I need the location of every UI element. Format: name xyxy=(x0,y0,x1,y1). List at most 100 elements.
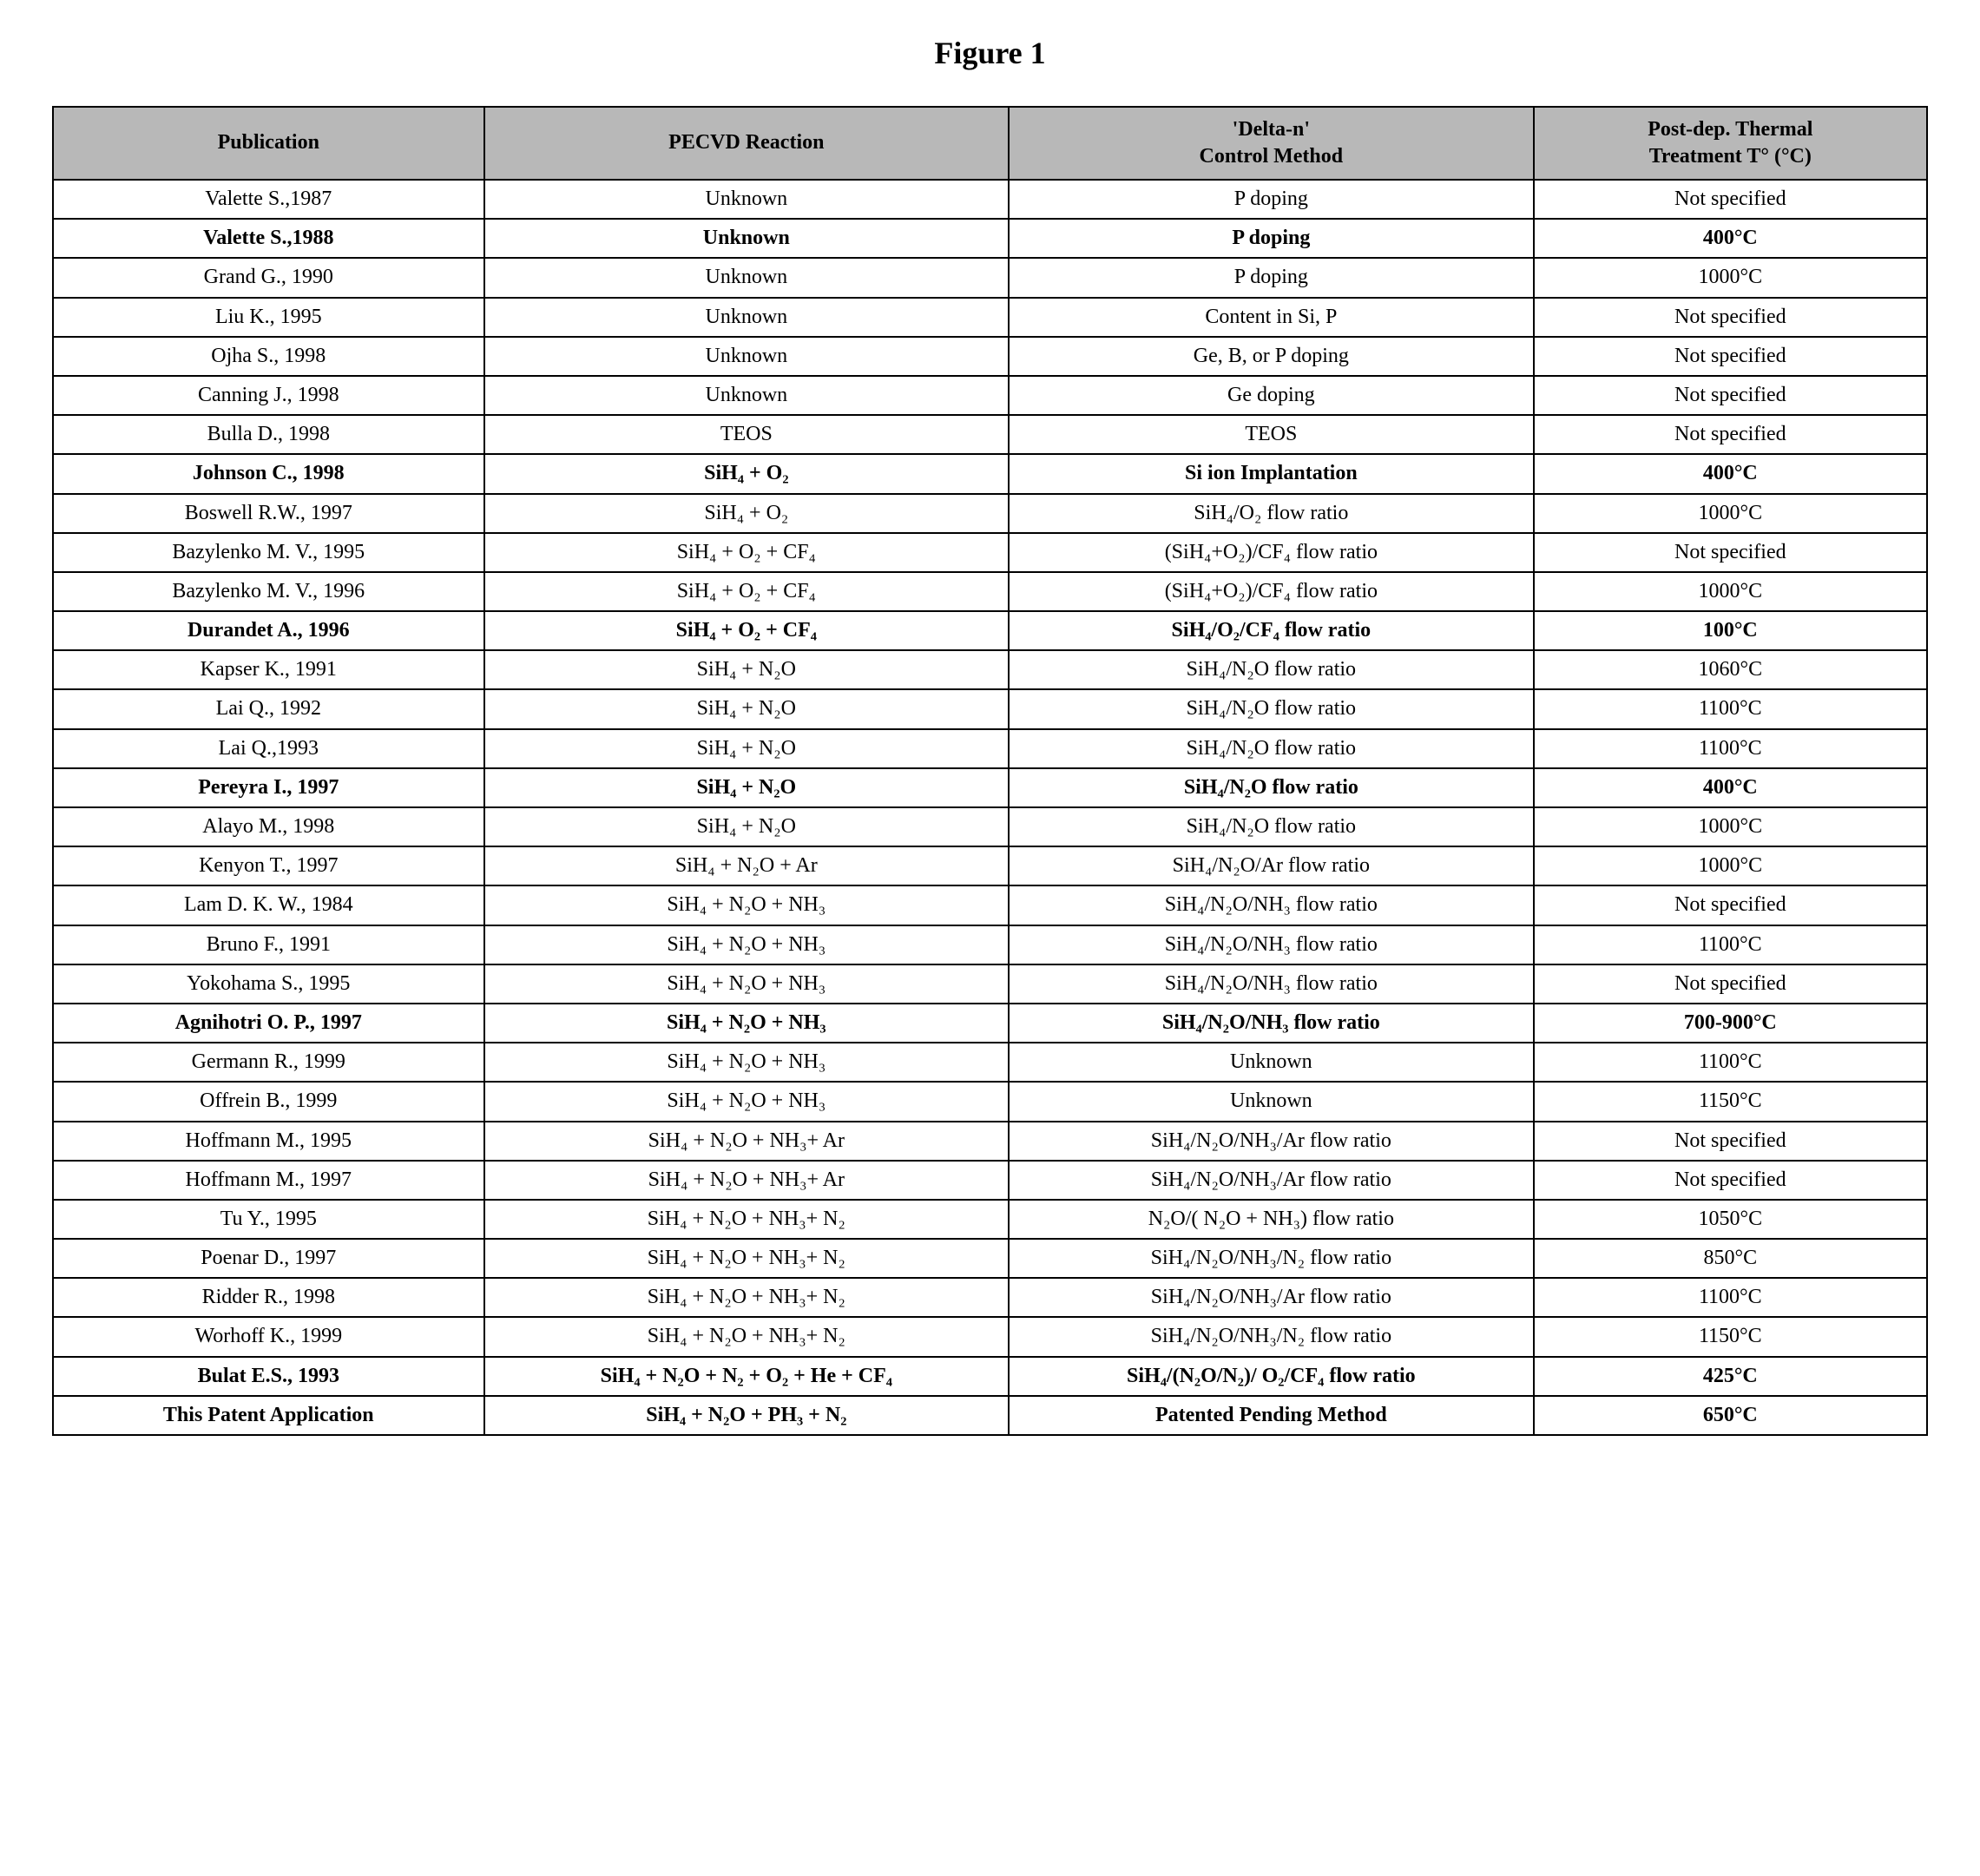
table-row: Bulat E.S., 1993SiH₄ + N₂O + N₂ + O₂ + H… xyxy=(53,1357,1927,1396)
table-cell: SiH₄ + N₂O + NH₃+ N₂ xyxy=(484,1239,1010,1278)
table-cell: N₂O/( N₂O + NH₃) flow ratio xyxy=(1009,1200,1534,1239)
table-cell: Canning J., 1998 xyxy=(53,376,484,415)
table-cell: SiH₄ + N₂O + NH₃ xyxy=(484,1043,1010,1082)
table-cell: Bazylenko M. V., 1996 xyxy=(53,572,484,611)
table-row: Pereyra I., 1997SiH₄ + N₂OSiH₄/N₂O flow … xyxy=(53,768,1927,807)
table-cell: SiH₄ + O₂ xyxy=(484,454,1010,493)
table-cell: Germann R., 1999 xyxy=(53,1043,484,1082)
table-cell: 1100°C xyxy=(1534,1278,1927,1317)
table-row: Durandet A., 1996SiH₄ + O₂ + CF₄SiH₄/O₂/… xyxy=(53,611,1927,650)
table-cell: Bulla D., 1998 xyxy=(53,415,484,454)
table-row: Canning J., 1998UnknownGe dopingNot spec… xyxy=(53,376,1927,415)
table-cell: SiH₄/N₂O/NH₃ flow ratio xyxy=(1009,1004,1534,1043)
table-row: Yokohama S., 1995SiH₄ + N₂O + NH₃SiH₄/N₂… xyxy=(53,964,1927,1004)
table-cell: SiH₄ + N₂O xyxy=(484,650,1010,689)
table-cell: SiH₄/O₂/CF₄ flow ratio xyxy=(1009,611,1534,650)
table-row: Kapser K., 1991SiH₄ + N₂OSiH₄/N₂O flow r… xyxy=(53,650,1927,689)
table-cell: 1100°C xyxy=(1534,729,1927,768)
table-cell: 1000°C xyxy=(1534,572,1927,611)
table-cell: Pereyra I., 1997 xyxy=(53,768,484,807)
table-cell: Hoffmann M., 1997 xyxy=(53,1161,484,1200)
table-row: Bazylenko M. V., 1996SiH₄ + O₂ + CF₄(SiH… xyxy=(53,572,1927,611)
table-cell: 700-900°C xyxy=(1534,1004,1927,1043)
table-cell: SiH₄ + N₂O + PH₃ + N₂ xyxy=(484,1396,1010,1435)
table-cell: 850°C xyxy=(1534,1239,1927,1278)
table-cell: SiH₄/(N₂O/N₂)/ O₂/CF₄ flow ratio xyxy=(1009,1357,1534,1396)
table-row: Offrein B., 1999SiH₄ + N₂O + NH₃Unknown1… xyxy=(53,1082,1927,1121)
table-cell: Bruno F., 1991 xyxy=(53,925,484,964)
table-cell: SiH₄ + N₂O + NH₃+ Ar xyxy=(484,1122,1010,1161)
figure-title: Figure 1 xyxy=(52,35,1928,71)
table-cell: Unknown xyxy=(1009,1082,1534,1121)
table-cell: Patented Pending Method xyxy=(1009,1396,1534,1435)
table-cell: Not specified xyxy=(1534,964,1927,1004)
table-cell: Not specified xyxy=(1534,1161,1927,1200)
table-cell: SiH₄ + N₂O + NH₃+ N₂ xyxy=(484,1278,1010,1317)
table-cell: SiH₄/N₂O/NH₃/Ar flow ratio xyxy=(1009,1161,1534,1200)
table-cell: Durandet A., 1996 xyxy=(53,611,484,650)
table-row: Hoffmann M., 1995SiH₄ + N₂O + NH₃+ ArSiH… xyxy=(53,1122,1927,1161)
table-cell: 1000°C xyxy=(1534,846,1927,885)
table-row: Lai Q., 1992SiH₄ + N₂OSiH₄/N₂O flow rati… xyxy=(53,689,1927,728)
table-cell: Unknown xyxy=(484,219,1010,258)
table-cell: SiH₄ + N₂O + NH₃+ N₂ xyxy=(484,1317,1010,1356)
table-cell: This Patent Application xyxy=(53,1396,484,1435)
table-cell: Offrein B., 1999 xyxy=(53,1082,484,1121)
table-cell: 1100°C xyxy=(1534,925,1927,964)
table-cell: Johnson C., 1998 xyxy=(53,454,484,493)
table-row: Valette S.,1988UnknownP doping400°C xyxy=(53,219,1927,258)
column-header-2: 'Delta-n'Control Method xyxy=(1009,107,1534,180)
table-row: Grand G., 1990UnknownP doping1000°C xyxy=(53,258,1927,297)
table-cell: SiH₄/N₂O/NH₃/N₂ flow ratio xyxy=(1009,1239,1534,1278)
table-cell: SiH₄ + N₂O + NH₃ xyxy=(484,885,1010,925)
column-header-3: Post-dep. ThermalTreatment T° (°C) xyxy=(1534,107,1927,180)
table-cell: Bazylenko M. V., 1995 xyxy=(53,533,484,572)
column-header-1: PECVD Reaction xyxy=(484,107,1010,180)
table-row: Valette S.,1987UnknownP dopingNot specif… xyxy=(53,180,1927,219)
table-cell: SiH₄ + N₂O xyxy=(484,768,1010,807)
table-row: Lai Q.,1993SiH₄ + N₂OSiH₄/N₂O flow ratio… xyxy=(53,729,1927,768)
table-cell: Not specified xyxy=(1534,415,1927,454)
table-cell: P doping xyxy=(1009,258,1534,297)
table-cell: 1050°C xyxy=(1534,1200,1927,1239)
table-cell: SiH₄/N₂O/NH₃/N₂ flow ratio xyxy=(1009,1317,1534,1356)
table-cell: Ge, B, or P doping xyxy=(1009,337,1534,376)
table-cell: Yokohama S., 1995 xyxy=(53,964,484,1004)
table-cell: SiH₄ + N₂O + NH₃ xyxy=(484,925,1010,964)
table-cell: SiH₄/N₂O/NH₃/Ar flow ratio xyxy=(1009,1122,1534,1161)
pecvd-table: PublicationPECVD Reaction'Delta-n'Contro… xyxy=(52,106,1928,1436)
table-cell: SiH₄ + N₂O + NH₃+ N₂ xyxy=(484,1200,1010,1239)
table-cell: SiH₄/N₂O/Ar flow ratio xyxy=(1009,846,1534,885)
table-cell: Kenyon T., 1997 xyxy=(53,846,484,885)
table-row: Liu K., 1995UnknownContent in Si, PNot s… xyxy=(53,298,1927,337)
table-cell: Unknown xyxy=(484,376,1010,415)
table-cell: SiH₄/N₂O flow ratio xyxy=(1009,689,1534,728)
table-cell: 1150°C xyxy=(1534,1082,1927,1121)
table-head: PublicationPECVD Reaction'Delta-n'Contro… xyxy=(53,107,1927,180)
table-cell: SiH₄ + N₂O + Ar xyxy=(484,846,1010,885)
table-row: Lam D. K. W., 1984SiH₄ + N₂O + NH₃SiH₄/N… xyxy=(53,885,1927,925)
table-cell: SiH₄/N₂O flow ratio xyxy=(1009,768,1534,807)
table-cell: 400°C xyxy=(1534,768,1927,807)
table-cell: Tu Y., 1995 xyxy=(53,1200,484,1239)
table-row: Alayo M., 1998SiH₄ + N₂OSiH₄/N₂O flow ra… xyxy=(53,807,1927,846)
table-cell: 100°C xyxy=(1534,611,1927,650)
table-cell: 425°C xyxy=(1534,1357,1927,1396)
table-cell: SiH₄ + N₂O + NH₃ xyxy=(484,1004,1010,1043)
table-cell: SiH₄/O₂ flow ratio xyxy=(1009,494,1534,533)
table-row: Ridder R., 1998SiH₄ + N₂O + NH₃+ N₂SiH₄/… xyxy=(53,1278,1927,1317)
table-cell: Worhoff K., 1999 xyxy=(53,1317,484,1356)
table-cell: Valette S.,1988 xyxy=(53,219,484,258)
table-cell: 1000°C xyxy=(1534,807,1927,846)
table-row: Ojha S., 1998UnknownGe, B, or P dopingNo… xyxy=(53,337,1927,376)
table-cell: 1150°C xyxy=(1534,1317,1927,1356)
table-row: Bulla D., 1998TEOSTEOSNot specified xyxy=(53,415,1927,454)
table-cell: Unknown xyxy=(484,337,1010,376)
table-cell: SiH₄ + N₂O + N₂ + O₂ + He + CF₄ xyxy=(484,1357,1010,1396)
table-cell: SiH₄ + N₂O xyxy=(484,807,1010,846)
table-row: Worhoff K., 1999SiH₄ + N₂O + NH₃+ N₂SiH₄… xyxy=(53,1317,1927,1356)
table-cell: Si ion Implantation xyxy=(1009,454,1534,493)
table-row: Kenyon T., 1997SiH₄ + N₂O + ArSiH₄/N₂O/A… xyxy=(53,846,1927,885)
table-cell: Not specified xyxy=(1534,885,1927,925)
column-header-0: Publication xyxy=(53,107,484,180)
